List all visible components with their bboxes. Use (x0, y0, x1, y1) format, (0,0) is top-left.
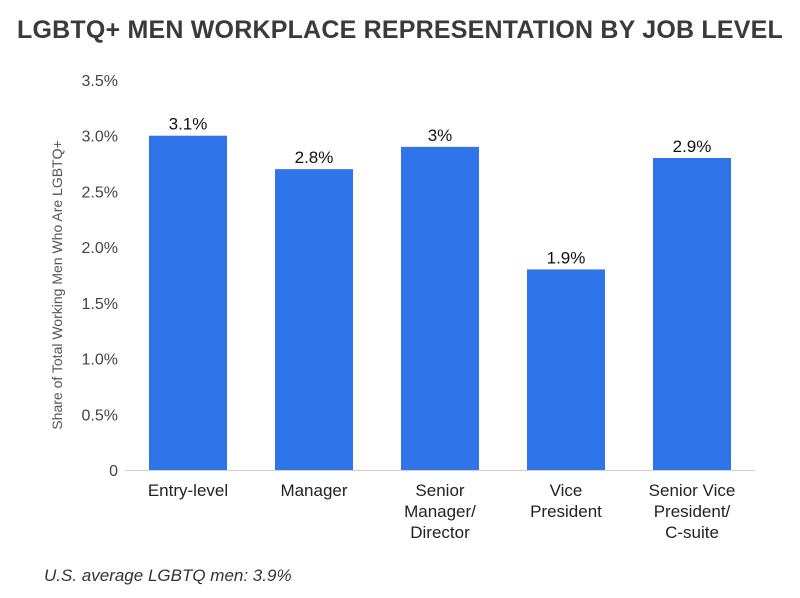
x-tick-label: Vice President (530, 481, 602, 521)
y-axis-title: Share of Total Working Men Who Are LGBTQ… (49, 140, 65, 429)
y-tick-label: 1.5% (82, 296, 118, 313)
bar-value-label: 3% (428, 126, 453, 145)
x-tick-label: Manager (280, 481, 347, 500)
footnote: U.S. average LGBTQ men: 3.9% (44, 566, 292, 585)
x-tick-label: Senior Manager/Director (404, 481, 476, 542)
y-tick-label: 2.5% (82, 184, 118, 201)
y-axis: 0 0.5% 1.0% 1.5% 2.0% 2.5% 3.0% 3.5% (82, 73, 119, 480)
x-tick-label-line: President/ (654, 502, 731, 521)
bar (653, 158, 731, 470)
y-tick-label: 3.0% (82, 129, 118, 146)
bar (401, 146, 479, 470)
y-tick-label: 3.5% (82, 73, 118, 90)
y-tick-label: 0.5% (82, 407, 118, 424)
y-tick-label: 1.0% (82, 352, 118, 369)
bar (527, 269, 605, 470)
bars (149, 135, 731, 470)
x-tick-label-line: Senior Vice (649, 481, 736, 500)
x-tick-label-line: Manager (280, 481, 347, 500)
x-tick-label-line: President (530, 502, 602, 521)
bar-value-label: 2.8% (295, 148, 334, 167)
chart-title: LGBTQ+ MEN WORKPLACE REPRESENTATION BY J… (17, 16, 783, 44)
y-tick-label: 0 (109, 463, 118, 480)
bar (149, 135, 227, 470)
x-tick-label-line: Vice (550, 481, 583, 500)
x-tick-label-line: Manager/ (404, 502, 476, 521)
x-tick-label-line: C-suite (665, 523, 719, 542)
bar-value-label: 2.9% (673, 137, 712, 156)
value-labels: 3.1% 2.8% 3% 1.9% 2.9% (169, 115, 712, 268)
x-tick-label-line: Director (410, 523, 470, 542)
x-tick-label: Entry-level (148, 481, 228, 500)
y-tick-label: 2.0% (82, 240, 118, 257)
bar-value-label: 1.9% (547, 248, 586, 267)
x-axis-labels: Entry-level Manager Senior Manager/Director… (148, 481, 735, 542)
x-tick-label: Senior Vice President/C-suite (649, 481, 736, 542)
x-tick-label-line: Entry-level (148, 481, 228, 500)
bar-value-label: 3.1% (169, 115, 208, 134)
x-tick-label-line: Senior (415, 481, 464, 500)
bar (275, 169, 353, 470)
